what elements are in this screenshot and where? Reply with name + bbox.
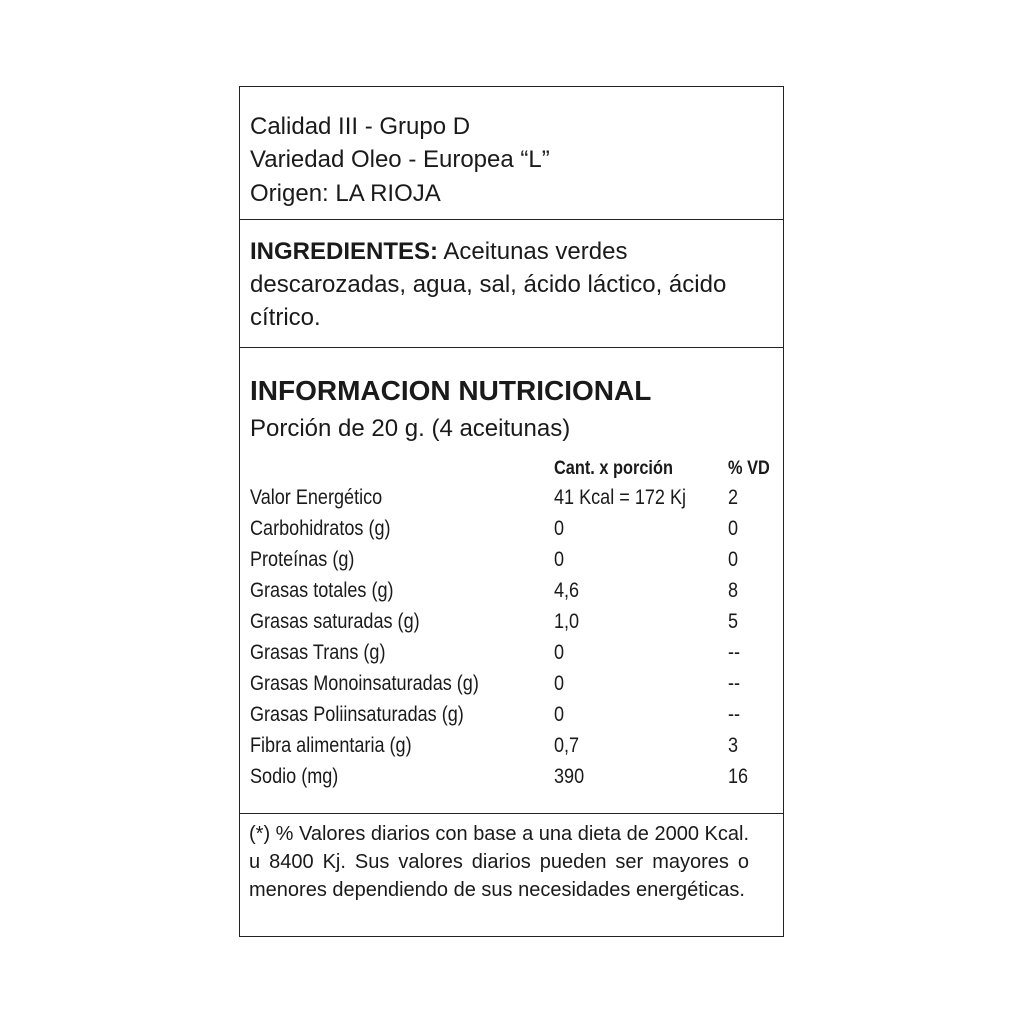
amount: 390 bbox=[554, 765, 585, 788]
amount: 0 bbox=[554, 672, 565, 695]
footnote: (*) % Valores diarios con base a una die… bbox=[249, 823, 749, 901]
amount: 0 bbox=[554, 517, 565, 540]
nutrient-name: Grasas Poliinsaturadas (g) bbox=[250, 703, 464, 726]
nutrient-name: Proteínas (g) bbox=[250, 548, 355, 571]
nutrient-name: Grasas Monoinsaturadas (g) bbox=[250, 672, 479, 695]
nutrient-name: Carbohidratos (g) bbox=[250, 517, 391, 540]
daily-value: -- bbox=[728, 672, 741, 695]
amount: 4,6 bbox=[554, 579, 580, 602]
column-header: Cant. x porción bbox=[554, 458, 673, 479]
label-box: Calidad III - Grupo D Variedad Oleo - Eu… bbox=[239, 86, 784, 937]
portion: Porción de 20 g. (4 aceitunas) bbox=[250, 415, 571, 442]
amount: 0 bbox=[554, 548, 565, 571]
amount: 0,7 bbox=[554, 734, 580, 757]
nutrient-name: Fibra alimentaria (g) bbox=[250, 734, 412, 757]
amount: 41 Kcal = 172 Kj bbox=[554, 486, 687, 509]
daily-value: -- bbox=[728, 703, 741, 726]
ingredients-text: Aceitunas verdes descarozadas, agua, sal… bbox=[250, 238, 727, 331]
header-section: Calidad III - Grupo D Variedad Oleo - Eu… bbox=[240, 87, 783, 220]
header-line: Calidad III - Grupo D bbox=[250, 113, 471, 140]
nutrition-section: INFORMACION NUTRICIONAL Porción de 20 g.… bbox=[240, 347, 783, 814]
header-line: Origen: LA RIOJA bbox=[250, 180, 441, 207]
amount: 0 bbox=[554, 703, 565, 726]
ingredients-label: INGREDIENTES: bbox=[250, 238, 439, 265]
nutrient-name: Sodio (mg) bbox=[250, 765, 339, 788]
daily-value: -- bbox=[728, 641, 741, 664]
daily-value: 0 bbox=[728, 517, 739, 540]
nutrient-name: Valor Energético bbox=[250, 486, 383, 509]
daily-value: 16 bbox=[728, 765, 749, 788]
daily-value: 3 bbox=[728, 734, 739, 757]
ingredients-section: INGREDIENTES: Aceitunas verdes descaroza… bbox=[240, 219, 783, 348]
nutrient-name: Grasas Trans (g) bbox=[250, 641, 386, 664]
daily-value: 0 bbox=[728, 548, 739, 571]
ingredients: INGREDIENTES: Aceitunas verdes descaroza… bbox=[250, 235, 740, 334]
amount: 1,0 bbox=[554, 610, 580, 633]
nutrient-name: Grasas totales (g) bbox=[250, 579, 394, 602]
nutrition-title: INFORMACION NUTRICIONAL bbox=[250, 375, 652, 406]
daily-value: 8 bbox=[728, 579, 739, 602]
nutrient-name: Grasas saturadas (g) bbox=[250, 610, 420, 633]
daily-value: 5 bbox=[728, 610, 739, 633]
header-line: Variedad Oleo - Europea “L” bbox=[250, 146, 550, 173]
column-header: % VD bbox=[728, 458, 770, 479]
amount: 0 bbox=[554, 641, 565, 664]
daily-value: 2 bbox=[728, 486, 739, 509]
